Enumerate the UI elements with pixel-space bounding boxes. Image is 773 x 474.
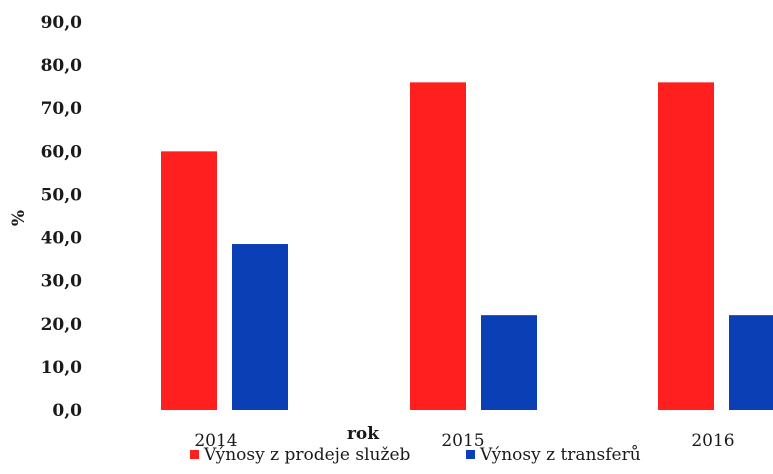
x-axis-labels: 2014 2015 2016 [194, 431, 734, 451]
x-tick-label: 2015 [441, 431, 484, 451]
bar-transfery-2016 [729, 315, 773, 410]
x-axis-title: rok [347, 424, 380, 444]
legend-label: Výnosy z transferů [479, 445, 641, 465]
legend: Výnosy z prodeje služeb Výnosy z transfer… [190, 445, 641, 465]
legend-swatch [190, 450, 199, 459]
x-tick-label: 2016 [691, 431, 734, 451]
legend-swatch [466, 450, 475, 459]
bar-sluzby-2015 [410, 82, 466, 410]
y-axis-ticks: 0,0 10,0 20,0 30,0 40,0 50,0 60,0 70,0 80,0 90,0 [41, 13, 83, 421]
y-tick-label: 10,0 [41, 358, 83, 378]
legend-label: Výnosy z prodeje služeb [203, 445, 411, 465]
y-tick-label: 0,0 [52, 401, 82, 421]
bar-transfery-2014 [232, 244, 288, 410]
y-tick-label: 20,0 [41, 315, 83, 335]
bars [161, 82, 773, 411]
x-tick-label: 2014 [194, 431, 237, 451]
y-tick-label: 90,0 [41, 13, 83, 33]
y-tick-label: 50,0 [41, 185, 83, 205]
bar-sluzby-2016 [658, 82, 714, 410]
y-tick-label: 30,0 [41, 272, 83, 292]
y-tick-label: 80,0 [41, 56, 83, 76]
y-tick-label: 60,0 [41, 142, 83, 162]
bar-transfery-2015 [481, 315, 537, 410]
y-axis-title: % [9, 210, 29, 226]
y-tick-label: 70,0 [41, 99, 83, 119]
bar-sluzby-2014 [161, 151, 217, 411]
y-tick-label: 40,0 [41, 229, 83, 249]
